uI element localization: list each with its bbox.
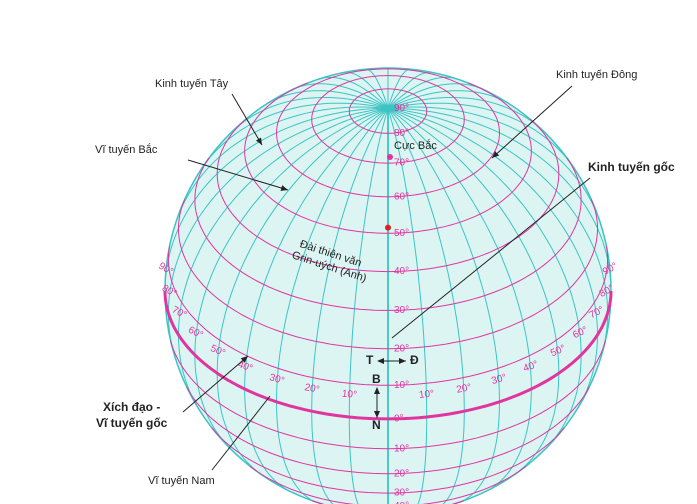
latitude-label: 50° — [394, 228, 409, 239]
latitude-label: 70° — [394, 158, 409, 169]
meridian — [231, 97, 389, 133]
meridian — [177, 107, 389, 411]
equator-label: Xích đạo - — [103, 400, 160, 414]
meridian — [387, 90, 512, 109]
parallel — [311, 75, 465, 164]
parallel — [170, 340, 606, 450]
pointer — [231, 93, 263, 146]
meridian — [174, 106, 389, 226]
direction-south: N — [372, 418, 381, 432]
parallel — [194, 157, 582, 311]
meridian — [387, 97, 545, 133]
latitude-label: 40° — [394, 501, 409, 504]
meridian — [387, 102, 574, 167]
latitude-label: 80° — [394, 128, 409, 139]
meridian — [202, 102, 389, 167]
parallel — [177, 199, 599, 350]
longitude-label: 20° — [456, 382, 473, 396]
meridian — [387, 68, 410, 109]
meridian — [291, 83, 389, 109]
meridian — [164, 107, 389, 285]
meridian — [387, 106, 602, 226]
longitude-label: 20° — [304, 382, 321, 396]
meridian — [387, 107, 582, 447]
meridian — [366, 68, 389, 109]
meridian — [311, 108, 389, 504]
longitude-label: 40° — [522, 359, 540, 375]
latitude-label: 10° — [394, 443, 409, 454]
meridian — [167, 107, 389, 351]
pointer — [182, 355, 249, 413]
direction-north: B — [372, 372, 381, 386]
parallel — [211, 427, 565, 494]
meridian — [387, 108, 465, 504]
pointer — [187, 159, 289, 191]
meridian — [387, 83, 485, 109]
north-pole-label: Cực Bắc — [394, 139, 437, 152]
parallel — [244, 82, 532, 234]
parallel — [348, 88, 428, 134]
meridian — [387, 107, 532, 491]
latitude-label: 30° — [394, 488, 409, 499]
meridian — [244, 107, 389, 491]
latitude-label: 30° — [394, 305, 409, 316]
graticule — [163, 68, 613, 504]
parallel — [216, 118, 560, 273]
meridian — [264, 90, 389, 109]
meridian — [387, 107, 612, 292]
latitude-label: 20° — [394, 468, 409, 479]
meridian — [387, 107, 599, 411]
meridian — [387, 107, 609, 351]
pointer — [491, 85, 573, 159]
equator-label: Vĩ tuyến gốc — [96, 416, 168, 430]
latitude-label: 40° — [394, 266, 409, 277]
greenwich-dot — [385, 224, 391, 231]
direction-east: Đ — [410, 353, 419, 367]
direction-west: T — [366, 353, 374, 367]
parallel — [167, 246, 609, 386]
longitude-label: 30° — [490, 372, 508, 387]
north-parallel-label: Vĩ tuyến Bắc — [95, 143, 158, 156]
pointer — [391, 177, 591, 339]
latitude-label: 90° — [394, 103, 409, 114]
equator — [163, 290, 613, 421]
pointer — [211, 395, 271, 471]
latitude-label: 20° — [394, 343, 409, 354]
parallel — [249, 465, 527, 504]
parallel — [186, 386, 590, 475]
longitude-label: 10° — [341, 389, 357, 401]
longitude-label: 10° — [418, 388, 434, 400]
parallel — [275, 68, 501, 198]
east-meridian-label: Kinh tuyến Đông — [556, 69, 637, 81]
latitude-label: 10° — [394, 380, 409, 391]
latitude-label: 0° — [394, 414, 404, 425]
prime-meridian-label: Kinh tuyến gốc — [588, 160, 675, 174]
north-pole-dot — [387, 154, 393, 160]
west-meridian-label: Kinh tuyến Tây — [155, 78, 229, 90]
meridian — [387, 76, 457, 109]
meridian — [194, 107, 389, 447]
meridian — [319, 76, 389, 109]
latitude-label: 60° — [394, 191, 409, 202]
longitude-label: 30° — [268, 372, 286, 387]
south-parallel-label: Vĩ tuyến Nam — [148, 475, 215, 487]
